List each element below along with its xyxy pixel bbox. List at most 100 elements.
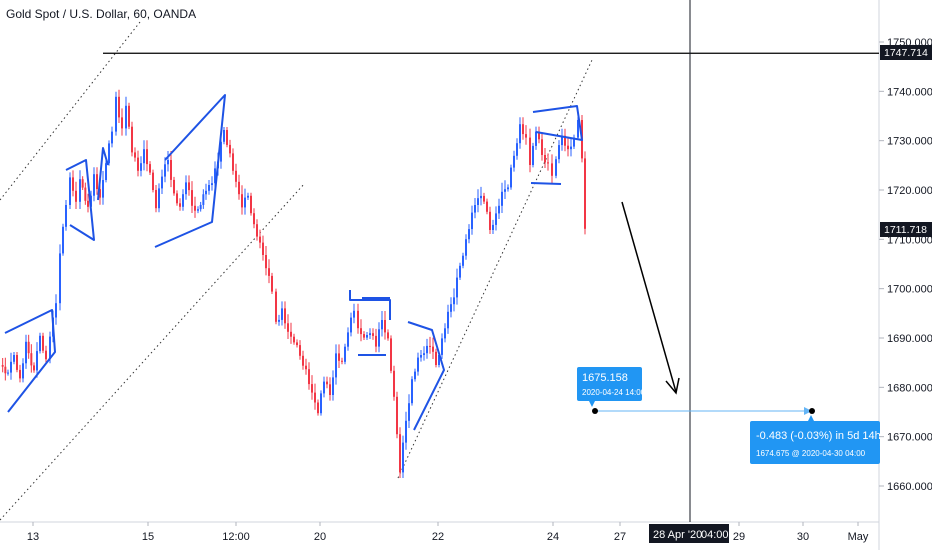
candle-body bbox=[480, 195, 482, 199]
candle-body bbox=[353, 310, 355, 318]
candle-body bbox=[405, 420, 407, 443]
candle-body bbox=[402, 442, 404, 473]
price-axis-label: 1720.000 bbox=[887, 185, 932, 197]
candle-body bbox=[247, 195, 249, 198]
candle-body bbox=[584, 158, 586, 229]
candle-body bbox=[429, 345, 431, 347]
candle-body bbox=[7, 372, 9, 374]
candle-body bbox=[426, 345, 428, 354]
last-price-label: 1711.718 bbox=[880, 222, 932, 237]
price-axis-label: 1740.000 bbox=[887, 86, 932, 98]
time-axis-label: 13 bbox=[27, 531, 39, 543]
candle-body bbox=[271, 275, 273, 292]
candle-body bbox=[42, 335, 44, 351]
candle-body bbox=[284, 308, 286, 324]
candle-body bbox=[244, 197, 246, 208]
candle-body bbox=[561, 135, 563, 146]
candle-body bbox=[167, 160, 169, 165]
candle-body bbox=[84, 187, 87, 201]
candle-body bbox=[275, 291, 277, 322]
candle-body bbox=[229, 144, 231, 154]
candle-body bbox=[320, 393, 322, 414]
candle-body bbox=[323, 381, 325, 394]
candle-body bbox=[299, 345, 301, 356]
candle-body bbox=[125, 105, 127, 129]
candle-body bbox=[393, 370, 395, 397]
candle-body bbox=[465, 239, 467, 256]
candle-body bbox=[311, 384, 313, 393]
candle-body bbox=[253, 213, 255, 225]
candle-body bbox=[164, 164, 166, 177]
candle-body bbox=[474, 205, 476, 213]
time-axis-label: May bbox=[848, 531, 869, 543]
candle-body bbox=[59, 253, 61, 304]
candle-body bbox=[111, 131, 113, 144]
trend-line-rising bbox=[397, 59, 593, 479]
candle-body bbox=[522, 124, 524, 135]
candle-body bbox=[558, 145, 560, 160]
time-axis-label: 15 bbox=[142, 531, 154, 543]
candle-body bbox=[13, 355, 15, 362]
candle-body bbox=[197, 209, 199, 211]
pattern-drawings bbox=[4, 94, 583, 431]
candle-body bbox=[140, 163, 142, 171]
candle-body bbox=[384, 320, 386, 333]
candle-body bbox=[134, 152, 136, 158]
candle-body bbox=[387, 332, 389, 339]
candle-body bbox=[447, 311, 449, 329]
candle-body bbox=[99, 189, 101, 198]
measure-tool[interactable]: 1675.158 2020-04-24 14:00 -0.483 (-0.03%… bbox=[577, 367, 881, 464]
measure-end-point bbox=[809, 408, 815, 414]
candle-body bbox=[411, 379, 413, 404]
candle-body bbox=[335, 353, 337, 378]
candle-body bbox=[390, 338, 392, 371]
trend-channel-upper bbox=[0, 21, 141, 201]
time-axis[interactable]: 13 15 12:00 20 22 24 27 29 30 May bbox=[27, 522, 869, 543]
candle-body bbox=[173, 179, 175, 194]
candle-body bbox=[381, 320, 383, 330]
candle-body bbox=[102, 180, 104, 198]
price-axis-label: 1670.000 bbox=[887, 432, 932, 444]
candle-body bbox=[75, 190, 77, 202]
candle-body bbox=[510, 167, 512, 188]
candle-body bbox=[256, 224, 258, 237]
price-axis-label: 1680.000 bbox=[887, 382, 932, 394]
price-axis-label: 1690.000 bbox=[887, 333, 932, 345]
candle-body bbox=[290, 331, 292, 337]
candle-body bbox=[317, 402, 319, 414]
candle-body bbox=[39, 335, 41, 352]
candle-body bbox=[435, 351, 437, 365]
measure-arrowhead bbox=[804, 407, 812, 415]
candle-body bbox=[191, 190, 193, 206]
trend-channel-lower bbox=[0, 182, 306, 521]
candle-body bbox=[199, 204, 202, 210]
candle-body bbox=[55, 303, 57, 318]
candle-body bbox=[10, 361, 12, 373]
candle-body bbox=[96, 174, 98, 190]
candle-body bbox=[471, 212, 473, 230]
measure-start-point bbox=[592, 408, 598, 414]
candle-body bbox=[372, 333, 374, 336]
candle-body bbox=[378, 329, 380, 347]
time-axis-label: 12:00 bbox=[222, 531, 250, 543]
measure-start-time: 2020-04-24 14:00 bbox=[582, 388, 646, 397]
candle-body bbox=[366, 335, 368, 338]
candle-body bbox=[81, 179, 84, 188]
price-axis[interactable]: 1660.000 1670.000 1680.000 1690.000 1700.000… bbox=[879, 37, 932, 493]
candle-body bbox=[363, 334, 365, 338]
measure-start-box bbox=[577, 367, 642, 401]
candle-body bbox=[544, 155, 546, 163]
candle-body bbox=[4, 366, 7, 374]
svg-text:1711.718: 1711.718 bbox=[884, 224, 927, 236]
candle-body bbox=[36, 351, 38, 371]
candle-body bbox=[93, 174, 95, 196]
forecast-arrow[interactable] bbox=[621, 201, 680, 395]
candle-body bbox=[194, 205, 196, 211]
candle-body bbox=[492, 224, 494, 230]
measure-start-value: 1675.158 bbox=[582, 372, 628, 384]
candle-body bbox=[72, 177, 74, 191]
candle-body bbox=[202, 194, 205, 205]
candle-body bbox=[259, 236, 261, 243]
candle-body bbox=[344, 346, 346, 362]
